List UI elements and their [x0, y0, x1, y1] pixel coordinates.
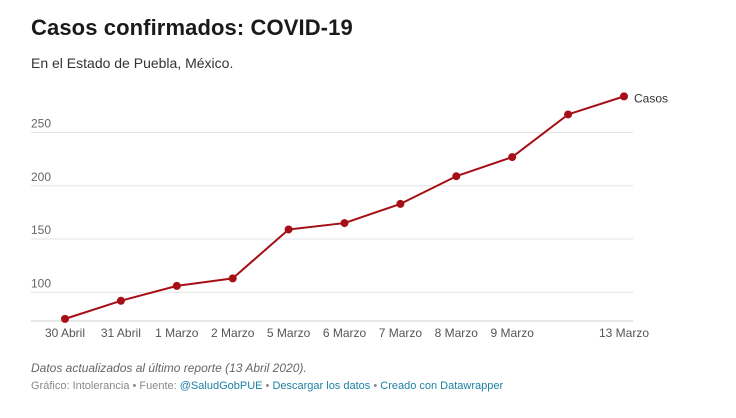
data-point: [172, 281, 181, 290]
credit-text: Gráfico: Intolerancia • Fuente:: [31, 380, 180, 392]
x-tick-label: 2 Marzo: [211, 326, 255, 340]
data-point: [340, 219, 349, 228]
chart-title: Casos confirmados: COVID-19: [31, 15, 353, 40]
data-point: [61, 314, 69, 323]
download-data-link[interactable]: Descargar los datos: [272, 380, 371, 392]
data-point: [228, 274, 237, 283]
x-tick-label: 31 Abril: [101, 326, 141, 340]
data-point: [564, 110, 573, 119]
x-tick-label: 13 Marzo: [599, 326, 649, 340]
data-point: [284, 225, 293, 234]
x-tick-label: 7 Marzo: [379, 326, 423, 340]
data-point: [452, 172, 461, 181]
x-tick-label: 30 Abril: [45, 326, 85, 340]
data-point: [508, 153, 517, 162]
x-tick-label: 1 Marzo: [155, 326, 199, 340]
x-tick-label: 6 Marzo: [323, 326, 367, 340]
y-tick-label: 100: [31, 276, 51, 290]
source-link[interactable]: @SaludGobPUE: [179, 380, 263, 392]
x-tick-label: 9 Marzo: [491, 326, 535, 340]
series-line: [64, 95, 625, 320]
data-point: [620, 92, 628, 101]
footer-separator: •: [370, 380, 381, 392]
data-point: [116, 296, 125, 305]
series-label: Casos: [634, 91, 668, 105]
x-tick-label: 5 Marzo: [267, 326, 311, 340]
x-tick-label: 8 Marzo: [435, 326, 479, 340]
data-note: Datos actualizados al último reporte (13…: [31, 361, 307, 375]
footer-separator: •: [262, 380, 273, 392]
y-tick-label: 200: [31, 170, 51, 184]
chart-subtitle: En el Estado de Puebla, México.: [31, 55, 234, 71]
chart-footer: Gráfico: Intolerancia • Fuente: @SaludGo…: [31, 380, 503, 392]
datawrapper-link[interactable]: Creado con Datawrapper: [380, 380, 504, 392]
line-chart: 100 150 200 250 30 Abril 31 Abril 1 Marzo 2 Mar…: [31, 91, 668, 340]
data-point: [396, 199, 405, 208]
y-tick-label: 250: [31, 117, 51, 131]
y-tick-label: 150: [31, 223, 51, 237]
